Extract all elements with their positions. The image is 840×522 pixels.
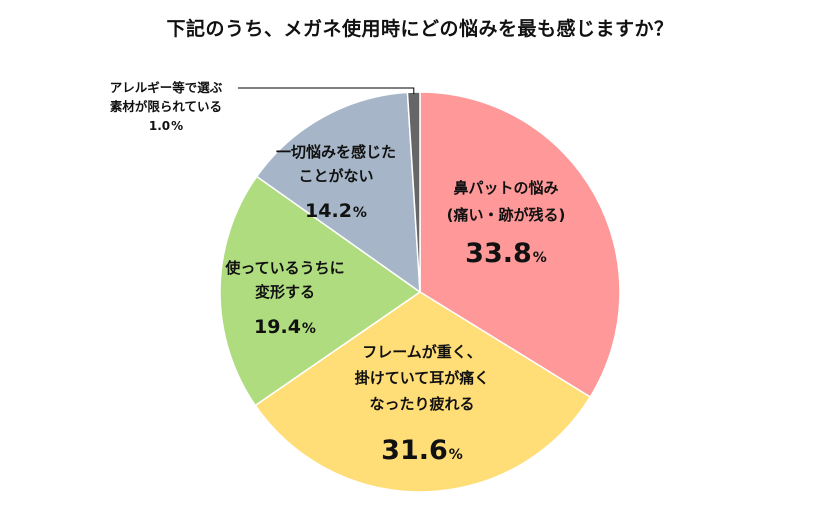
slice-label-line: アレルギー等で選ぶ bbox=[110, 80, 223, 95]
slice-label-line: 使っているうちに bbox=[224, 259, 344, 277]
slice-label-line: 掛けていて耳が痛く bbox=[355, 369, 490, 387]
slice-value-label: 19.4% bbox=[254, 316, 316, 338]
slice-label-line: 変形する bbox=[255, 283, 315, 301]
pie-slice-3 bbox=[219, 175, 422, 407]
slice-label-line: 鼻パットの悩み bbox=[453, 179, 558, 197]
slice-value-label: 33.8% bbox=[465, 238, 547, 269]
slice-value-label: 31.6% bbox=[381, 435, 463, 466]
slice-label-line: (痛い・跡が残る) bbox=[447, 206, 566, 224]
slice-labels: 鼻パットの悩み (痛い・跡が残る) 33.8% フレームが重く、掛けていて耳が痛くなっ… bbox=[110, 80, 566, 466]
slice-value-label: 14.2% bbox=[305, 200, 367, 222]
slice-label-line: 一切悩みを感じた bbox=[276, 143, 396, 161]
slice-label-line: 素材が限られている bbox=[110, 99, 222, 114]
slice-label-1: 鼻パットの悩み (痛い・跡が残る) 33.8% bbox=[447, 179, 566, 269]
pie-slice-2 bbox=[254, 291, 592, 493]
slice-label-line: ことがない bbox=[298, 167, 373, 185]
slice-label-line: フレームが重く、 bbox=[362, 343, 482, 361]
pie-slice-1 bbox=[419, 91, 621, 399]
leader-line bbox=[238, 87, 415, 95]
slice-label-line: なったり疲れる bbox=[369, 395, 474, 413]
chart-title: 下記のうち、メガネ使用時にどの悩みを最も感じますか？ bbox=[166, 18, 674, 40]
slice-value-label: 1.0% bbox=[149, 119, 183, 133]
pie-slice-4 bbox=[255, 91, 421, 294]
